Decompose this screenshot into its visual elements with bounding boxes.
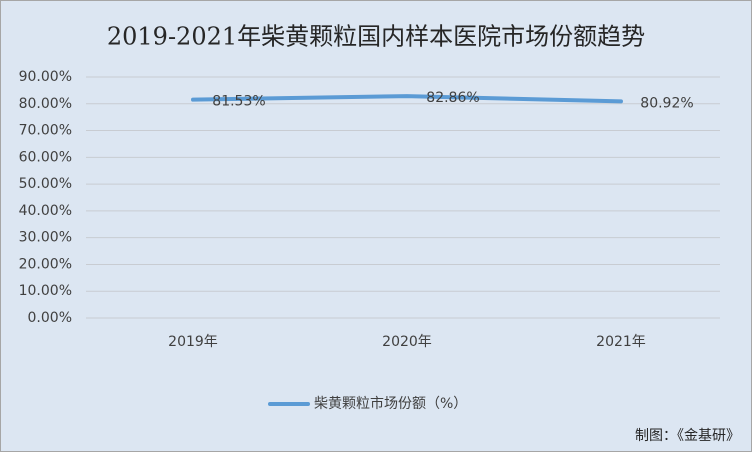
legend-label: 柴黄颗粒市场份额（%） xyxy=(314,395,467,412)
data-label: 80.92% xyxy=(640,95,693,111)
y-tick-label: 0.00% xyxy=(28,310,72,326)
x-tick-label: 2020年 xyxy=(382,334,432,350)
y-tick-label: 90.00% xyxy=(19,69,72,85)
line xyxy=(191,94,623,104)
x-tick-label: 2019年 xyxy=(168,334,218,350)
y-tick-label: 80.00% xyxy=(19,96,72,112)
y-tick-label: 60.00% xyxy=(19,149,72,165)
data-label: 81.53% xyxy=(212,94,265,110)
y-tick-label: 40.00% xyxy=(19,203,72,219)
y-tick-label: 30.00% xyxy=(19,230,72,246)
y-tick-label: 50.00% xyxy=(19,176,72,192)
y-tick-label: 70.00% xyxy=(19,123,72,139)
y-tick-label: 20.00% xyxy=(19,256,72,272)
x-tick-label: 2021年 xyxy=(596,334,646,350)
chart-title: 2019-2021年柴黄颗粒国内样本医院市场份额趋势 xyxy=(107,23,645,51)
data-label: 82.86% xyxy=(426,90,479,106)
source: 制图：《金基研》 xyxy=(635,427,740,444)
y-tick-label: 10.00% xyxy=(19,283,72,299)
